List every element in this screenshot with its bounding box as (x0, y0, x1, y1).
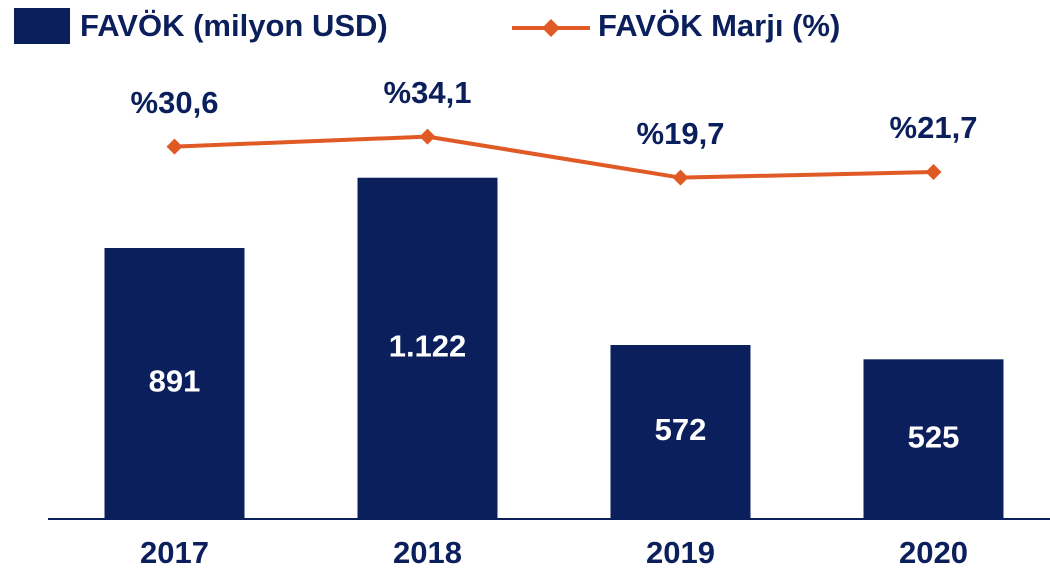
bar (357, 177, 498, 519)
line (174, 134, 934, 180)
bar-label: 572 (655, 412, 707, 447)
x-tick-label: 2019 (646, 535, 715, 570)
bar-label: 525 (908, 419, 960, 454)
x-tick-label: 2020 (899, 535, 968, 570)
line-label: %34,1 (384, 75, 472, 110)
line-marker (166, 138, 183, 155)
bar-label: 1.122 (389, 329, 467, 364)
bar (104, 247, 245, 520)
line-label: %21,7 (890, 110, 978, 145)
x-tick-label: 2018 (393, 535, 462, 570)
legend-swatch (14, 8, 70, 44)
legend-marker (542, 19, 560, 37)
x-tick-label: 2017 (140, 535, 209, 570)
legend-label: FAVÖK Marjı (%) (598, 8, 840, 43)
line-label: %30,6 (131, 85, 219, 120)
bar (610, 345, 751, 519)
line-marker (419, 128, 436, 145)
line-label: %19,7 (637, 116, 725, 151)
line-marker (925, 163, 942, 180)
bar-label: 891 (149, 364, 201, 399)
bar (863, 359, 1004, 519)
legend-label: FAVÖK (milyon USD) (80, 8, 388, 43)
line-marker (672, 169, 689, 186)
